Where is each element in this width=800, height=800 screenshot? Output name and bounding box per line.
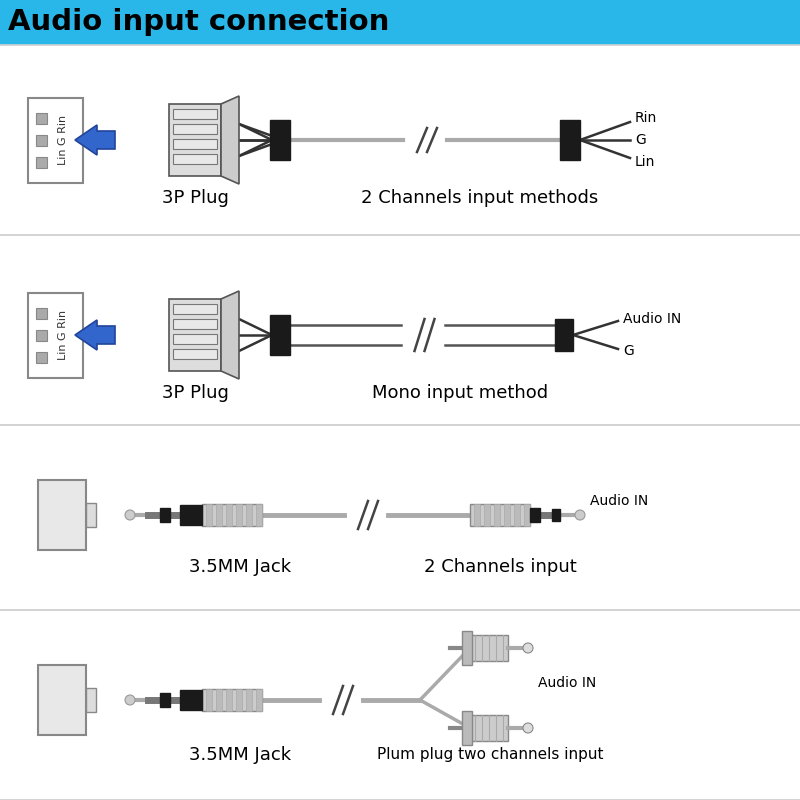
Text: Mono input method: Mono input method xyxy=(372,384,548,402)
Text: Rin: Rin xyxy=(635,111,658,125)
Bar xyxy=(560,120,580,160)
Bar xyxy=(226,504,232,526)
Bar xyxy=(484,504,490,526)
Bar xyxy=(462,711,472,745)
Bar xyxy=(470,635,508,661)
Bar xyxy=(470,504,530,526)
Text: 3P Plug: 3P Plug xyxy=(162,384,229,402)
Bar xyxy=(160,693,170,707)
Bar xyxy=(173,124,217,134)
Bar xyxy=(524,504,530,526)
Bar xyxy=(236,504,242,526)
Bar xyxy=(173,139,217,149)
Bar xyxy=(173,349,217,359)
Bar xyxy=(494,504,500,526)
Circle shape xyxy=(575,510,585,520)
Bar xyxy=(514,504,520,526)
Text: 2 Channels input: 2 Channels input xyxy=(424,558,576,576)
Bar xyxy=(173,319,217,329)
Circle shape xyxy=(523,723,533,733)
Text: 3.5MM Jack: 3.5MM Jack xyxy=(189,558,291,576)
Bar xyxy=(236,689,242,711)
Polygon shape xyxy=(75,320,115,350)
Bar xyxy=(180,505,202,525)
Bar xyxy=(0,0,800,43)
Bar xyxy=(35,330,46,341)
Bar xyxy=(202,504,262,526)
Bar xyxy=(216,504,222,526)
Bar xyxy=(35,113,46,123)
Bar xyxy=(206,689,212,711)
Circle shape xyxy=(523,643,533,653)
Circle shape xyxy=(125,510,135,520)
Bar xyxy=(474,504,480,526)
Bar xyxy=(35,307,46,318)
Bar xyxy=(86,688,96,712)
Text: Audio input connection: Audio input connection xyxy=(8,8,390,36)
Bar xyxy=(270,120,290,160)
Text: Plum plug two channels input: Plum plug two channels input xyxy=(377,747,603,762)
Bar xyxy=(86,503,96,527)
Polygon shape xyxy=(221,96,239,184)
Bar xyxy=(470,715,508,741)
Bar xyxy=(160,508,170,522)
Bar xyxy=(173,154,217,164)
Bar xyxy=(216,689,222,711)
Text: Lin: Lin xyxy=(635,155,655,169)
Polygon shape xyxy=(221,291,239,379)
Bar xyxy=(173,334,217,344)
Text: Audio IN: Audio IN xyxy=(538,676,596,690)
Circle shape xyxy=(125,695,135,705)
Text: Lin G Rin: Lin G Rin xyxy=(58,115,68,165)
Bar xyxy=(246,689,252,711)
Bar xyxy=(38,665,86,735)
Polygon shape xyxy=(75,125,115,155)
Bar xyxy=(206,504,212,526)
Bar xyxy=(35,351,46,362)
Bar xyxy=(173,304,217,314)
Bar xyxy=(552,509,560,521)
Bar xyxy=(256,689,262,711)
Text: 3.5MM Jack: 3.5MM Jack xyxy=(189,746,291,764)
Text: G: G xyxy=(623,344,634,358)
Bar xyxy=(169,104,221,176)
Bar xyxy=(35,157,46,167)
Text: 2 Channels input methods: 2 Channels input methods xyxy=(362,189,598,207)
Bar xyxy=(226,689,232,711)
Text: Audio IN: Audio IN xyxy=(623,312,682,326)
Bar xyxy=(169,299,221,371)
Bar xyxy=(246,504,252,526)
Text: Audio IN: Audio IN xyxy=(590,494,648,508)
Text: 3P Plug: 3P Plug xyxy=(162,189,229,207)
Bar xyxy=(173,109,217,119)
Bar xyxy=(555,319,573,351)
Bar xyxy=(202,689,262,711)
Text: Lin G Rin: Lin G Rin xyxy=(58,310,68,360)
Bar xyxy=(256,504,262,526)
Bar xyxy=(530,508,540,522)
Bar xyxy=(27,98,82,182)
Bar xyxy=(35,134,46,146)
Bar xyxy=(462,631,472,665)
Bar xyxy=(180,690,202,710)
Bar xyxy=(27,293,82,378)
Text: G: G xyxy=(635,133,646,147)
Bar xyxy=(38,480,86,550)
Bar xyxy=(504,504,510,526)
Bar xyxy=(270,315,290,355)
